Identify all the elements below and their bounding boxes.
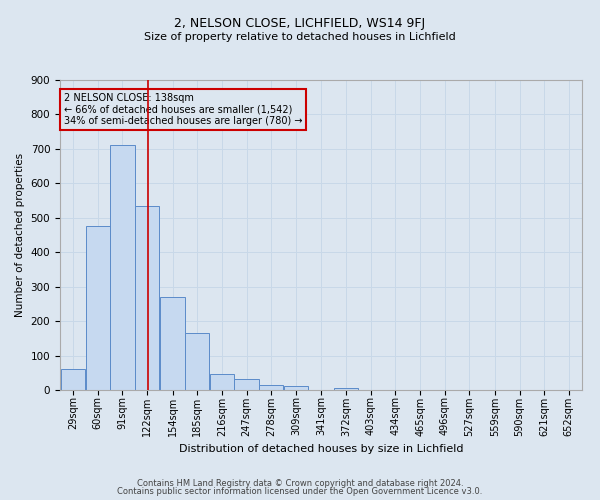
Y-axis label: Number of detached properties: Number of detached properties <box>15 153 25 317</box>
Text: Contains public sector information licensed under the Open Government Licence v3: Contains public sector information licen… <box>118 487 482 496</box>
Bar <box>334 388 358 390</box>
Bar <box>235 378 259 390</box>
Text: 2 NELSON CLOSE: 138sqm
← 66% of detached houses are smaller (1,542)
34% of semi-: 2 NELSON CLOSE: 138sqm ← 66% of detached… <box>64 92 302 126</box>
Bar <box>110 146 134 390</box>
Text: 2, NELSON CLOSE, LICHFIELD, WS14 9FJ: 2, NELSON CLOSE, LICHFIELD, WS14 9FJ <box>175 18 425 30</box>
Text: Size of property relative to detached houses in Lichfield: Size of property relative to detached ho… <box>144 32 456 42</box>
Bar <box>185 333 209 390</box>
Bar <box>259 385 283 390</box>
Bar <box>135 206 160 390</box>
Bar <box>284 386 308 390</box>
X-axis label: Distribution of detached houses by size in Lichfield: Distribution of detached houses by size … <box>179 444 463 454</box>
Bar <box>160 297 185 390</box>
Bar <box>61 370 85 390</box>
Bar <box>210 374 234 390</box>
Bar <box>86 226 110 390</box>
Text: Contains HM Land Registry data © Crown copyright and database right 2024.: Contains HM Land Registry data © Crown c… <box>137 478 463 488</box>
